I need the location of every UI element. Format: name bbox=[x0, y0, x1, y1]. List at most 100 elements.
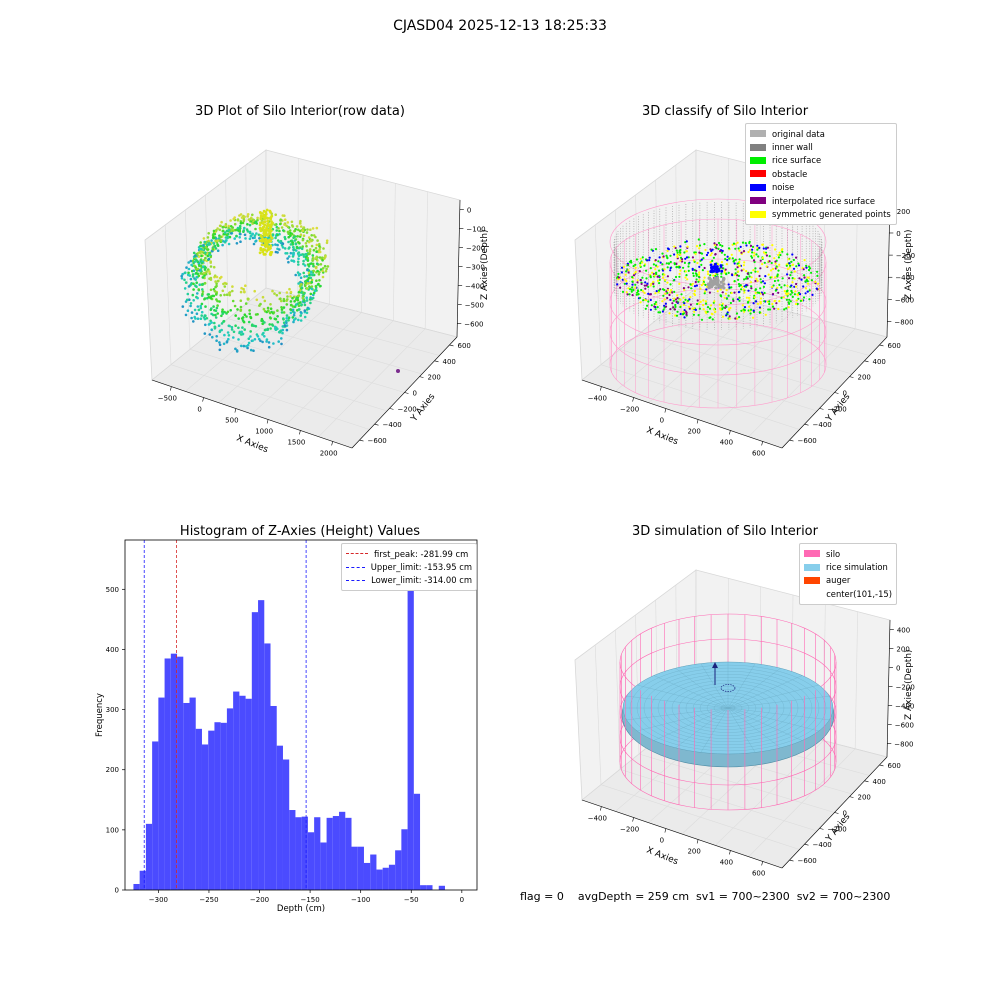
data-point bbox=[214, 313, 217, 317]
data-point bbox=[311, 273, 315, 276]
y-tick-label: −600 bbox=[798, 857, 817, 865]
original-point bbox=[712, 281, 716, 285]
classified-point bbox=[727, 283, 730, 286]
data-point bbox=[250, 217, 253, 221]
x-tick-label: 2000 bbox=[320, 449, 338, 457]
classified-point bbox=[763, 282, 766, 285]
data-point bbox=[318, 242, 321, 246]
original-point bbox=[719, 280, 723, 284]
data-point bbox=[241, 326, 244, 329]
data-point bbox=[293, 300, 296, 303]
data-point bbox=[299, 314, 302, 317]
classified-point bbox=[720, 272, 723, 275]
data-point bbox=[287, 316, 291, 320]
classified-point bbox=[678, 275, 681, 278]
classified-point bbox=[734, 268, 737, 271]
classified-point bbox=[718, 303, 721, 306]
classified-point bbox=[791, 277, 794, 280]
x-tick bbox=[266, 419, 269, 424]
data-point bbox=[248, 309, 251, 312]
original-point bbox=[707, 282, 711, 286]
classified-point bbox=[698, 247, 701, 250]
y-tick-label: 500 bbox=[106, 586, 119, 594]
data-point bbox=[246, 215, 249, 218]
data-point bbox=[242, 287, 245, 291]
data-point bbox=[310, 244, 314, 248]
rice-mesh bbox=[675, 668, 729, 709]
classified-point bbox=[783, 290, 786, 293]
classified-point bbox=[643, 284, 646, 287]
classified-point bbox=[752, 259, 756, 262]
classified-point bbox=[793, 277, 796, 280]
data-point bbox=[276, 233, 279, 237]
classified-point bbox=[685, 310, 688, 313]
classified-point bbox=[705, 288, 708, 291]
classify-z-axis-label: Z Axies (Depth) bbox=[904, 229, 914, 300]
classified-point bbox=[753, 296, 756, 299]
data-point bbox=[240, 344, 243, 348]
classified-point bbox=[721, 302, 724, 305]
data-point bbox=[203, 297, 207, 300]
classified-point bbox=[788, 266, 791, 269]
classified-point bbox=[760, 281, 763, 284]
data-point bbox=[190, 263, 193, 267]
data-point bbox=[241, 221, 245, 225]
classified-point bbox=[650, 248, 653, 251]
classified-point bbox=[804, 292, 807, 295]
classified-point bbox=[685, 256, 689, 259]
data-point bbox=[243, 226, 246, 230]
classified-point bbox=[691, 267, 694, 270]
y-tick-label: 200 bbox=[106, 766, 119, 774]
classified-point bbox=[675, 300, 678, 304]
data-point bbox=[282, 311, 286, 314]
data-point bbox=[252, 218, 256, 222]
data-point bbox=[285, 321, 288, 324]
data-point bbox=[199, 268, 203, 271]
data-point bbox=[195, 275, 199, 279]
classified-point bbox=[675, 249, 678, 252]
classified-point bbox=[736, 262, 739, 265]
classified-point bbox=[635, 293, 638, 296]
classified-point bbox=[692, 313, 695, 316]
classified-point bbox=[791, 263, 795, 266]
classified-point bbox=[742, 250, 746, 253]
classified-point bbox=[736, 266, 739, 269]
classified-point bbox=[710, 252, 713, 255]
classified-point bbox=[786, 284, 789, 287]
classified-point bbox=[761, 256, 764, 259]
grid-line bbox=[393, 183, 396, 321]
classified-point bbox=[717, 247, 720, 250]
classified-point bbox=[666, 249, 669, 253]
data-point bbox=[294, 298, 298, 301]
grid-line bbox=[615, 629, 621, 770]
data-point bbox=[209, 288, 213, 292]
data-point bbox=[237, 338, 240, 341]
original-point bbox=[707, 276, 712, 280]
classified-point bbox=[674, 298, 677, 301]
data-point bbox=[201, 276, 205, 279]
classified-point bbox=[669, 266, 672, 270]
data-point bbox=[287, 235, 290, 239]
data-point bbox=[225, 282, 228, 285]
classified-point bbox=[725, 305, 728, 308]
classified-point bbox=[720, 261, 723, 264]
classified-point bbox=[752, 309, 755, 312]
classified-point bbox=[790, 271, 793, 274]
classified-point bbox=[745, 275, 748, 279]
y-tick bbox=[804, 423, 809, 426]
data-point bbox=[209, 296, 213, 300]
classified-point bbox=[738, 260, 741, 264]
histogram-bar bbox=[401, 829, 408, 890]
rice-mesh bbox=[727, 707, 781, 748]
classified-point bbox=[776, 286, 779, 289]
histogram-bar bbox=[139, 870, 146, 890]
data-point bbox=[210, 321, 213, 324]
simulation-plot-title: 3D simulation of Silo Interior bbox=[632, 524, 818, 539]
classified-point bbox=[806, 290, 809, 293]
x-tick-label: 200 bbox=[687, 847, 700, 855]
data-point bbox=[215, 339, 218, 342]
data-point bbox=[209, 255, 212, 259]
classified-point bbox=[674, 305, 677, 308]
legend-label: rice surface bbox=[772, 155, 822, 166]
classified-point bbox=[737, 291, 740, 294]
